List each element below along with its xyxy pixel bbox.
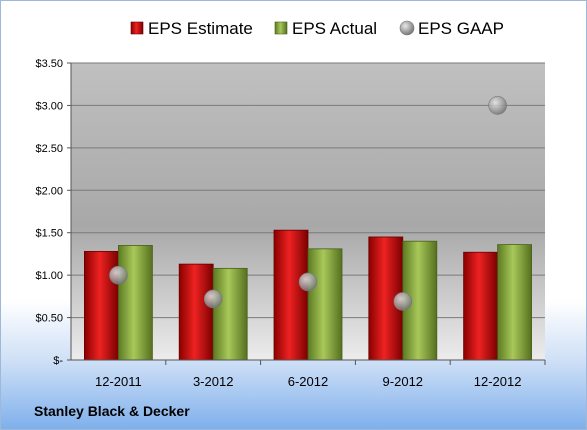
- y-tick-label: $1.00: [35, 270, 63, 282]
- y-tick-label: $1.50: [35, 228, 63, 240]
- bar-eps-actual: [212, 267, 248, 361]
- eps-gaap-point: [393, 292, 413, 311]
- bar-eps-estimate: [463, 251, 499, 361]
- bar-eps-estimate: [273, 229, 309, 361]
- legend-swatch: [399, 20, 415, 36]
- legend: EPS Estimate EPS Actual EPS GAAP: [130, 19, 504, 38]
- bar-eps-actual: [118, 245, 153, 361]
- legend-label: EPS Actual: [292, 19, 377, 38]
- x-category-label: 3-2012: [193, 374, 233, 389]
- company-name: Stanley Black & Decker: [34, 403, 190, 419]
- legend-label: EPS GAAP: [418, 19, 504, 38]
- y-tick-label: $-: [53, 355, 63, 367]
- legend-swatch: [130, 21, 144, 35]
- eps-gaap-point: [109, 265, 128, 285]
- y-axis: $- $0.50 $1.00 $1.50 $2.00 $2.50 $3.00 $3.50: [35, 58, 72, 367]
- bar-eps-actual: [307, 248, 343, 361]
- eps-gaap-point: [298, 272, 318, 292]
- y-tick-label: $0.50: [35, 313, 63, 325]
- y-tick-label: $3.50: [35, 58, 63, 70]
- y-tick-label: $2.50: [35, 143, 63, 155]
- legend-label: EPS Estimate: [148, 19, 253, 38]
- bar-eps-estimate: [84, 250, 119, 361]
- x-category-label: 9-2012: [383, 374, 423, 389]
- bar-eps-estimate: [178, 263, 214, 361]
- x-category-label: 6-2012: [288, 374, 328, 389]
- y-tick-label: $3.00: [35, 100, 63, 112]
- x-category-label: 12-2012: [474, 374, 522, 389]
- x-axis: 12-2011 3-2012 6-2012 9-2012 12-2012: [71, 359, 546, 389]
- x-category-label: 12-2011: [95, 374, 142, 389]
- y-tick-label: $2.00: [35, 185, 63, 197]
- gaap-points: [109, 96, 507, 311]
- bar-eps-actual: [497, 244, 533, 361]
- eps-gaap-point: [488, 96, 507, 115]
- legend-swatch: [274, 21, 288, 35]
- bars: [84, 229, 533, 361]
- eps-gaap-point: [203, 289, 223, 309]
